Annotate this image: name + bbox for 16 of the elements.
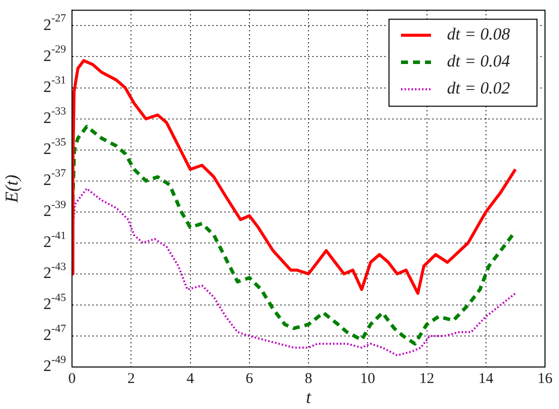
- x-tick-label: 2: [127, 370, 135, 387]
- x-tick-label: 12: [419, 370, 434, 387]
- x-tick-label: 10: [360, 370, 376, 387]
- x-tick-label: 6: [246, 370, 254, 387]
- line-series: [72, 188, 516, 356]
- legend-label: dt = 0.02: [447, 78, 510, 98]
- x-tick-label: 16: [538, 370, 553, 387]
- legend-label: dt = 0.08: [447, 24, 510, 44]
- y-axis-title: E(t): [2, 174, 22, 204]
- x-tick-label: 8: [304, 370, 312, 387]
- x-tick-label: 0: [68, 370, 76, 387]
- legend-label: dt = 0.04: [447, 52, 510, 71]
- x-tick-label: 4: [186, 370, 194, 387]
- x-tick-label: 14: [478, 370, 494, 387]
- line-series: [72, 124, 518, 346]
- x-axis-title: t: [306, 386, 312, 407]
